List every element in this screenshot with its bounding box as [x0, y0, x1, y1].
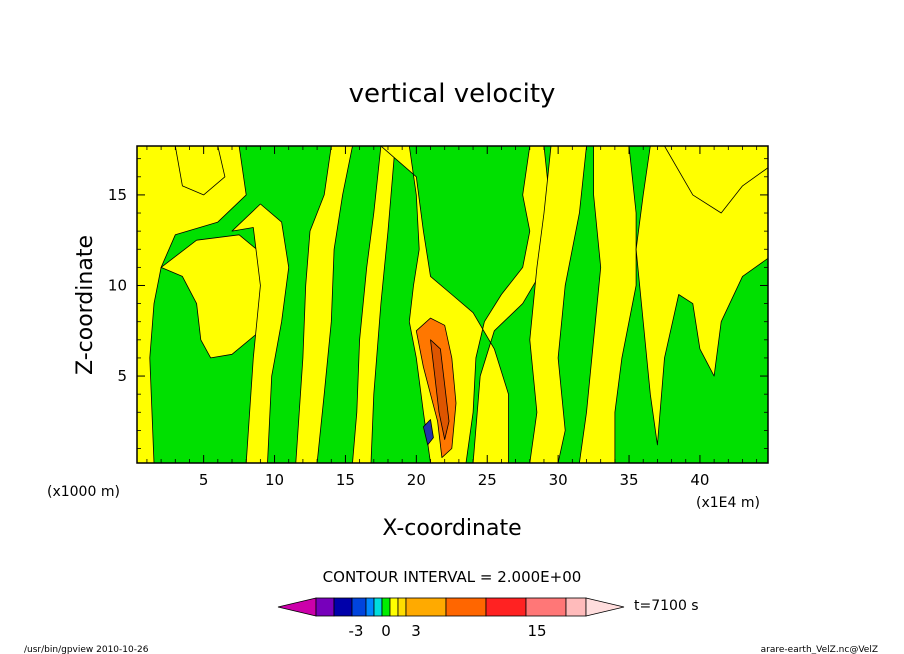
colorbar-arrow-left	[277, 597, 317, 617]
yellow-right-large	[635, 146, 768, 446]
yellow-column-c1	[288, 146, 353, 463]
footer-left: /usr/bin/gpview 2010-10-26	[24, 645, 149, 654]
colorbar-segment	[445, 597, 487, 617]
x-unit-left: (x1000 m)	[47, 484, 120, 500]
plot-frame	[136, 145, 769, 464]
contour-interval-text: CONTOUR INTERVAL = 2.000E+00	[323, 568, 582, 586]
yellow-central-tongue	[380, 146, 552, 463]
colorbar-label: -3	[349, 622, 364, 640]
colorbar	[277, 597, 625, 617]
y-axis-label: Z-coordinate	[73, 235, 98, 375]
y-tick-label: 15	[108, 186, 127, 204]
x-axis-label: X-coordinate	[382, 516, 521, 541]
blue-spot	[422, 419, 434, 446]
colorbar-segment	[485, 597, 527, 617]
colorbar-segment	[351, 597, 367, 617]
colorbar-arrow-right	[585, 597, 625, 617]
colorbar-segment	[315, 597, 335, 617]
colorbar-label: 15	[527, 622, 546, 640]
yellow-column-c2	[344, 146, 396, 463]
y-axis: 5 10 15	[108, 158, 768, 449]
colorbar-segment	[565, 597, 587, 617]
colorbar-segment	[333, 597, 353, 617]
colorbar-segment	[381, 597, 391, 617]
time-label: t=7100 s	[634, 598, 699, 614]
footer-right: arare-earth_VelZ.nc@VelZ	[761, 645, 878, 654]
yellow-band-a	[137, 146, 247, 463]
yellow-right-c2	[579, 146, 637, 463]
colorbar-segment	[525, 597, 567, 617]
contour-field	[137, 146, 768, 463]
colorbar-segment	[405, 597, 447, 617]
colorbar-segment	[373, 597, 383, 617]
x-tick-label: 10	[265, 471, 284, 489]
x-tick-label: 30	[549, 471, 568, 489]
colorbar-segment	[397, 597, 407, 617]
yellow-right-c1	[529, 146, 587, 463]
yellow-lobe-mid-left	[160, 234, 275, 359]
x-tick-label: 25	[478, 471, 497, 489]
y-tick-label: 10	[108, 276, 127, 294]
y-tick-label: 5	[117, 367, 127, 385]
chart-title: vertical velocity	[349, 79, 556, 109]
x-tick-label: 5	[199, 471, 209, 489]
colorbar-label: 3	[411, 622, 421, 640]
x-tick-label: 35	[619, 471, 638, 489]
colorbar-segment	[365, 597, 375, 617]
x-tick-label: 15	[336, 471, 355, 489]
x-axis: 5 10 15 20 25 30 35 40	[146, 146, 758, 489]
colorbar-label: 0	[381, 622, 391, 640]
yellow-band-b	[174, 146, 226, 196]
x-tick-label: 40	[690, 471, 709, 489]
yellow-column-left	[231, 203, 290, 463]
yellow-right-top	[664, 146, 768, 214]
colorbar-labels: -3 0 3 15	[349, 622, 547, 640]
x-unit-right: (x1E4 m)	[696, 495, 760, 511]
orange-core-dark	[430, 339, 450, 440]
x-tick-label: 20	[407, 471, 426, 489]
colorbar-segment	[389, 597, 399, 617]
